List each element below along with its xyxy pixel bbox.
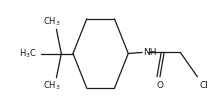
Text: CH$_3$: CH$_3$ — [43, 80, 60, 92]
Text: NH: NH — [143, 48, 157, 57]
Text: H$_3$C: H$_3$C — [19, 47, 37, 60]
Text: O: O — [156, 81, 163, 90]
Text: Cl: Cl — [199, 81, 208, 90]
Text: CH$_3$: CH$_3$ — [43, 15, 60, 27]
